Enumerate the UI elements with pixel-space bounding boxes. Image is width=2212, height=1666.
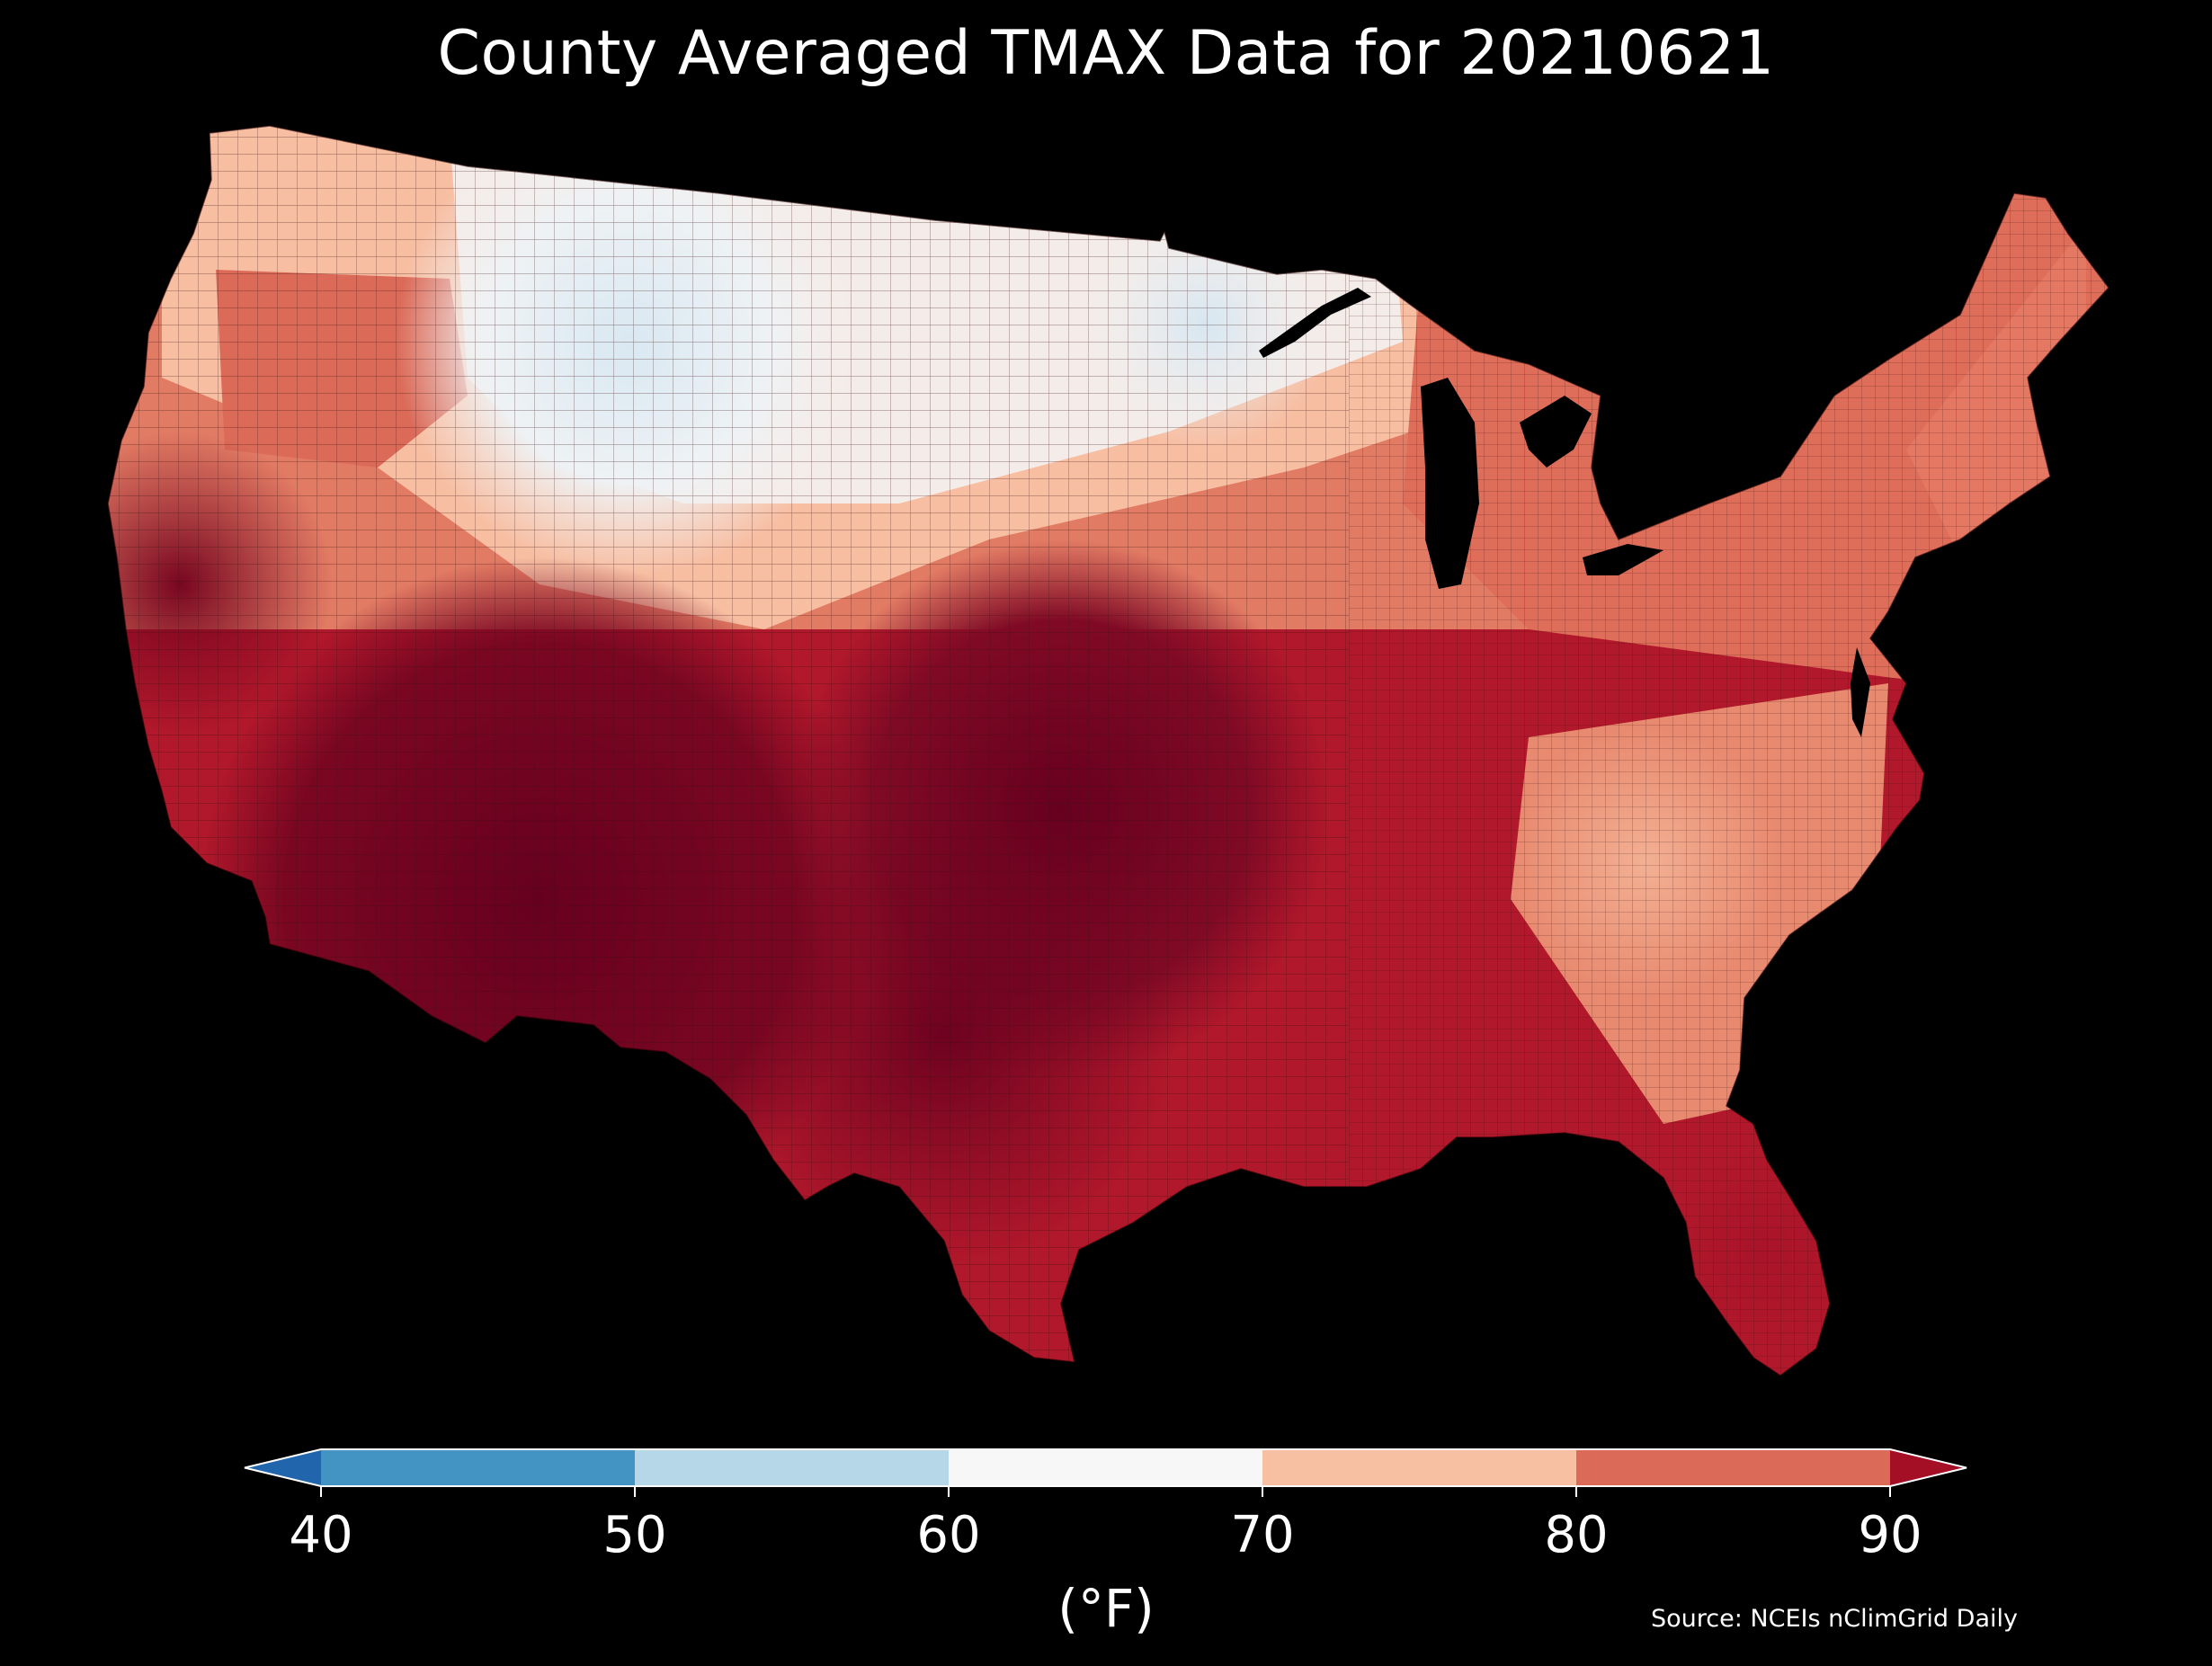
great-lakes [1259,288,1663,589]
map-title: County Averaged TMAX Data for 20210621 [437,18,1775,89]
colorbar-bin [949,1449,1262,1486]
colorbar-tick-label: 70 [1230,1506,1295,1564]
colorbar-extend-low [245,1449,321,1486]
colorbar-bin [321,1449,635,1486]
us-outline [107,125,2109,1376]
colorbar-tick-label: 40 [289,1506,353,1564]
colorbar-tick-label: 90 [1858,1506,1922,1564]
colorbar-bin [1576,1449,1890,1486]
colorbar-unit-label: (°F) [1057,1578,1155,1639]
chesapeake-bay [1851,647,1870,737]
colorbar-tick-label: 50 [602,1506,667,1564]
colorbar-extend-high [1890,1449,1967,1486]
source-credit: Source: NCEIs nClimGrid Daily [1651,1605,2018,1633]
colorbar-tick-label: 60 [916,1506,981,1564]
colorbar-tick-label: 80 [1544,1506,1609,1564]
colorbar-bin [635,1449,949,1486]
colorbar-bin [1262,1449,1576,1486]
